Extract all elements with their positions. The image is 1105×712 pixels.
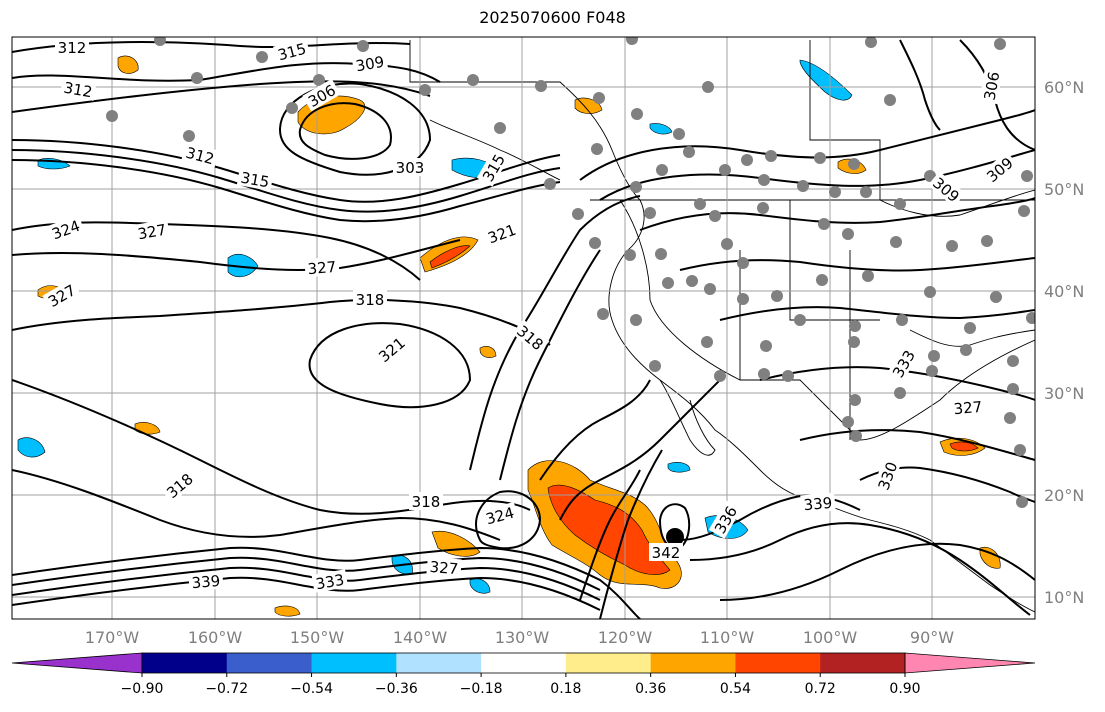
lat-label: 40°N: [1044, 282, 1084, 301]
contour-label-bg: [351, 51, 389, 75]
contour-label: 303: [396, 159, 425, 177]
contour-label: 309: [354, 53, 385, 76]
lat-label: 20°N: [1044, 486, 1084, 505]
contour-label: 327: [307, 258, 337, 278]
contour-label-bg: [800, 492, 836, 514]
contour-label-bg: [302, 78, 341, 112]
lat-label: 60°N: [1044, 78, 1084, 97]
contour-label: 312: [58, 39, 87, 57]
lon-label: 100°W: [803, 628, 858, 647]
contour-label-bg: [133, 219, 171, 243]
contour-label-bg: [46, 214, 85, 244]
colorbar-tick-label: −0.72: [205, 681, 248, 697]
colorbar-tick-label: −0.18: [460, 681, 503, 697]
shaded-field: [17, 55, 1001, 617]
contour-label: 327: [953, 398, 983, 418]
contour-label-bg: [979, 67, 1003, 105]
contour-label: 318: [412, 493, 441, 511]
contour-label-bg: [886, 344, 920, 383]
contour-label-bg: [272, 37, 311, 65]
contour-label-bg: [511, 319, 550, 356]
contour-label-bg: [708, 500, 742, 539]
contour-label-bg: [188, 570, 224, 592]
lon-label: 130°W: [495, 628, 550, 647]
contour-label-bg: [181, 141, 220, 169]
contour-label-bg: [426, 556, 462, 578]
contour-label-bg: [480, 501, 519, 529]
colorbar-swatch: [226, 653, 313, 673]
latitude-labels: 60°N 50°N 40°N 30°N 20°N 10°N: [1044, 78, 1084, 607]
lon-label: 110°W: [700, 628, 755, 647]
colorbar-swatch: [565, 653, 652, 673]
contour-label: 333: [314, 571, 345, 594]
lon-label: 170°W: [85, 628, 140, 647]
contour-label-bg: [872, 456, 902, 495]
contour-label: 327: [136, 221, 167, 244]
red-field-hurricane: [547, 484, 671, 575]
contour-label: 327: [429, 558, 459, 578]
contour-label-bg: [927, 171, 966, 208]
contour-label: 306: [981, 70, 1004, 101]
colorbar-extend-low: [11, 652, 143, 674]
lat-label: 10°N: [1044, 588, 1084, 607]
colorbar-extend-high: [904, 652, 1036, 674]
contour-label-bg: [372, 331, 411, 368]
lon-label: 160°W: [188, 628, 243, 647]
colorbar-swatch: [650, 653, 736, 673]
contour-label-bg: [649, 543, 683, 561]
colorbar-tick-label: 0.18: [550, 681, 581, 697]
contour-label: 342: [652, 544, 681, 562]
contour-label-bg: [160, 467, 199, 504]
contour-label: 318: [356, 291, 385, 309]
contour-label-bg: [304, 256, 340, 278]
contour-label-bg: [980, 151, 1019, 188]
lat-label: 30°N: [1044, 384, 1084, 403]
colorbar-tick-label: −0.90: [121, 681, 164, 697]
colorbar-tick-label: 0.72: [805, 681, 836, 697]
contour-label-bg: [59, 77, 97, 101]
contour-label-bg: [55, 38, 89, 56]
colorbar: [11, 652, 1036, 674]
lon-label: 150°W: [290, 628, 345, 647]
colorbar-swatch: [735, 653, 821, 673]
colorbar-swatch: [142, 653, 228, 673]
map-frame: [11, 36, 1036, 620]
contour-label-bg: [311, 569, 349, 593]
map-title: 2025070600 F048: [479, 8, 626, 27]
contour-label: 315: [239, 169, 270, 192]
colorbar-tick-label: 0.36: [635, 681, 666, 697]
contour-label-bg: [393, 158, 427, 176]
colorbar-swatch: [396, 653, 482, 673]
longitude-labels: 170°W 160°W 150°W 140°W 130°W 120°W 110°…: [85, 628, 954, 647]
colorbar-tick-label: 0.54: [720, 681, 751, 697]
contour-label: 339: [191, 572, 221, 592]
colorbar-tick-label: −0.36: [375, 681, 418, 697]
contour-label: 339: [803, 494, 833, 514]
contour-label-bg: [409, 492, 443, 510]
colorbar-ticks: −0.90 −0.72 −0.54 −0.36 −0.18 0.18 0.36 0.54 0.7…: [121, 673, 921, 697]
contour-label-bg: [236, 167, 274, 191]
contour-label-bg: [353, 290, 387, 308]
colorbar-swatch: [481, 653, 567, 673]
colorbar-tick-label: −0.54: [290, 681, 333, 697]
contour-label-bg: [482, 218, 521, 248]
contour-label-bg: [42, 278, 81, 312]
lat-label: 50°N: [1044, 180, 1084, 199]
lon-label: 120°W: [598, 628, 653, 647]
colorbar-swatch: [311, 653, 397, 673]
lon-label: 140°W: [393, 628, 448, 647]
lon-label: 90°W: [910, 628, 954, 647]
colorbar-swatch: [820, 653, 906, 673]
station-markers: [106, 37, 1035, 508]
contour-label-bg: [950, 396, 986, 418]
contour-label-bg: [476, 148, 510, 187]
colorbar-tick-label: 0.90: [889, 681, 920, 697]
storm-center-marker: [666, 528, 684, 546]
contour-label: 312: [62, 79, 93, 102]
colorbar-outline: [141, 652, 906, 674]
